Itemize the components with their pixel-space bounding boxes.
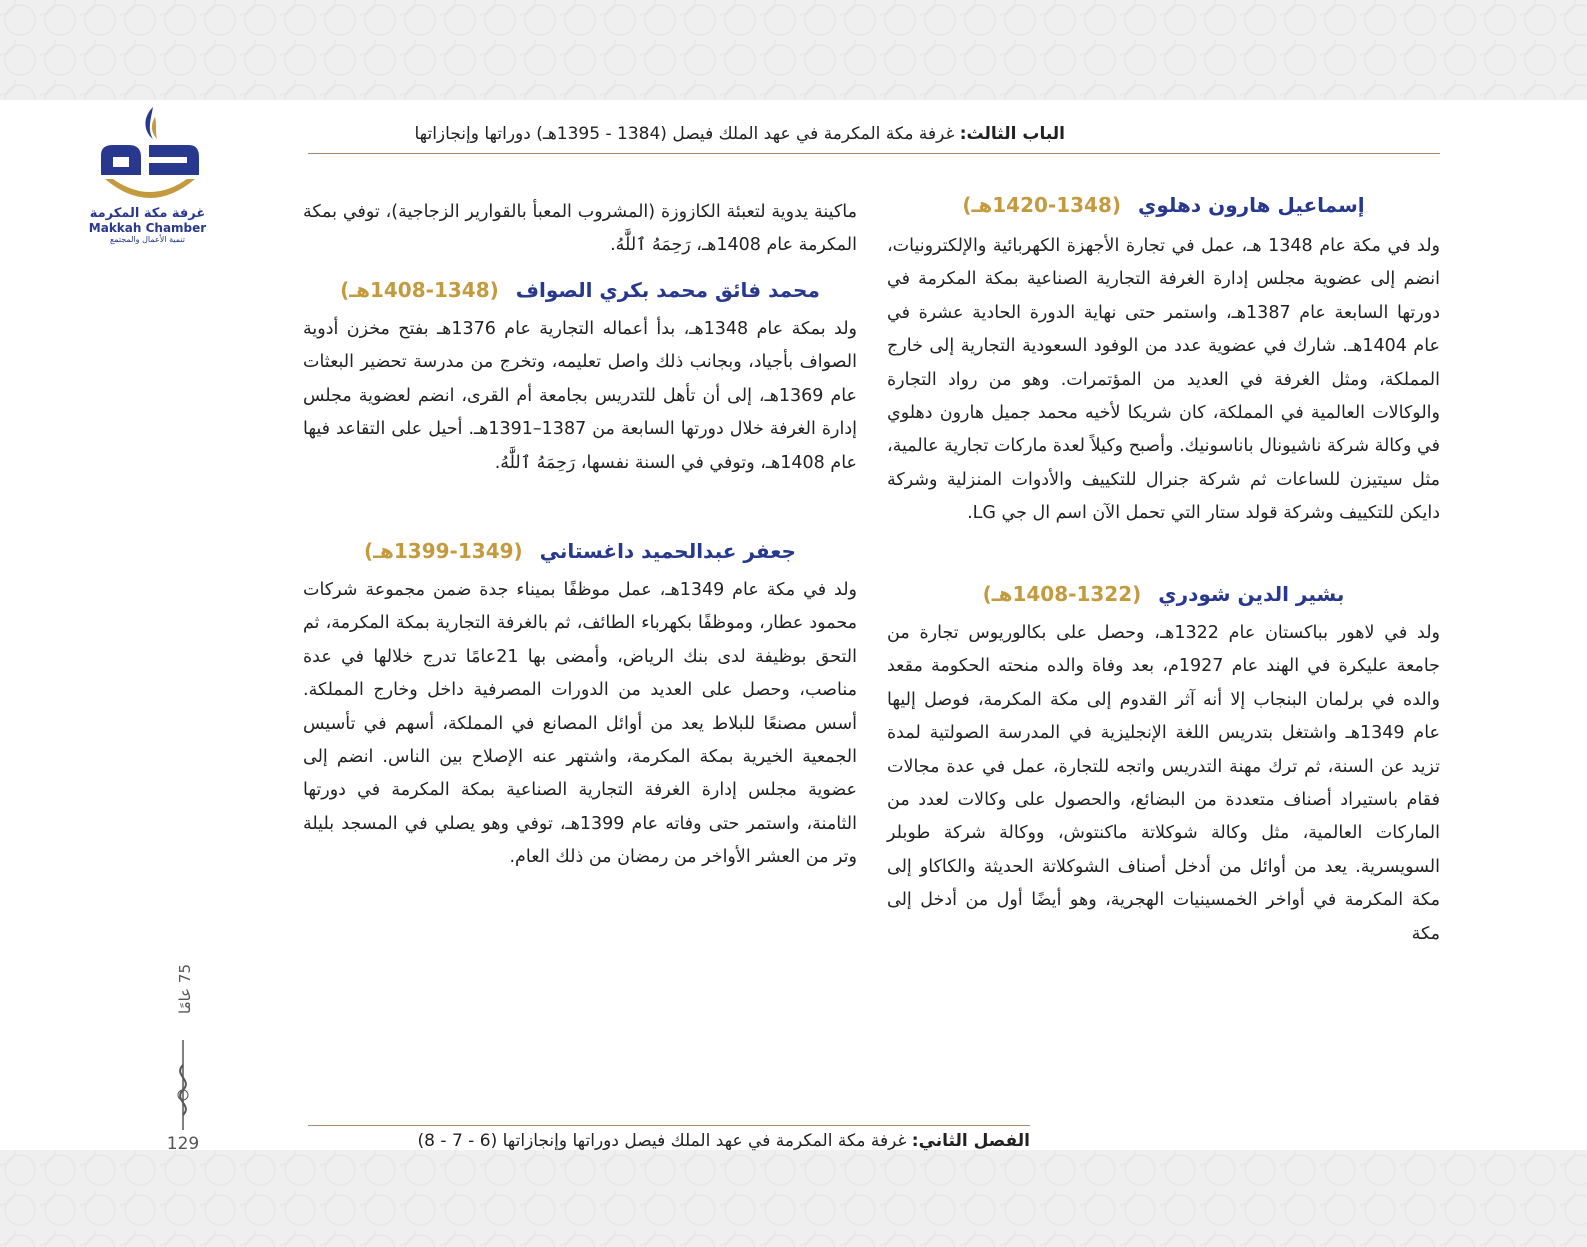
bio-years: (1348-1420هـ) — [962, 193, 1122, 217]
logo-name-en: Makkah Chamber — [88, 221, 207, 235]
bio-years: (1348-1408هـ) — [340, 278, 499, 302]
logo-mark — [101, 107, 199, 198]
bio-name: إسماعيل هارون دهلوي — [1138, 193, 1365, 217]
bio-text: ولد في لاهور بباكستان عام 1322هـ، وحصل ع… — [887, 623, 1440, 944]
bio-name: جعفر عبدالحميد داغستاني — [539, 539, 796, 563]
header-rule — [308, 153, 1440, 154]
anniversary: 75 عامًا — [176, 964, 194, 1014]
top-pattern — [0, 0, 1587, 100]
logo-name-ar: غرفة مكة المكرمة — [89, 206, 206, 221]
footer-title: غرفة مكة المكرمة في عهد الملك فيصل دورات… — [417, 1131, 907, 1151]
header: الباب الثالث: غرفة مكة المكرمة في عهد ال… — [305, 124, 1065, 144]
logo: غرفة مكة المكرمة Makkah Chamber تنمية ال… — [80, 206, 215, 244]
bio-name: بشير الدين شودري — [1158, 582, 1345, 606]
header-label: الباب الثالث: — [959, 124, 1065, 144]
bio-heading: بشير الدين شودري (1322-1408هـ) — [887, 582, 1440, 606]
continuation-text: ماكينة يدوية لتعبئة الكازوزة (المشروب ال… — [303, 202, 857, 256]
page-number: 129 — [166, 1134, 200, 1154]
footer: الفصل الثاني: غرفة مكة المكرمة في عهد ال… — [418, 1131, 1030, 1151]
bio-heading: جعفر عبدالحميد داغستاني (1349-1399هـ) — [303, 539, 857, 563]
footer-rule — [308, 1125, 1030, 1126]
header-title: غرفة مكة المكرمة في عهد الملك فيصل (1384… — [414, 124, 955, 144]
bio-text: ولد في مكة عام 1349هـ، عمل موظفًا بميناء… — [303, 580, 858, 868]
bio-name: محمد فائق محمد بكري الصواف — [515, 278, 820, 302]
bottom-pattern — [0, 1150, 1587, 1247]
footer-label: الفصل الثاني: — [911, 1131, 1030, 1151]
logo-tagline: تنمية الأعمال والمجتمع — [109, 235, 186, 244]
bio-text: ولد في مكة عام 1348 هـ، عمل في تجارة الأ… — [887, 236, 1441, 524]
bio-heading: إسماعيل هارون دهلوي (1348-1420هـ) — [887, 193, 1440, 217]
bio-text: ولد بمكة عام 1348هـ، بدأ أعماله التجارية… — [303, 319, 857, 473]
bio-years: (1349-1399هـ) — [364, 539, 523, 563]
bio-heading: محمد فائق محمد بكري الصواف (1348-1408هـ) — [303, 278, 857, 302]
bio-years: (1322-1408هـ) — [982, 582, 1142, 606]
ornament — [177, 1040, 189, 1130]
